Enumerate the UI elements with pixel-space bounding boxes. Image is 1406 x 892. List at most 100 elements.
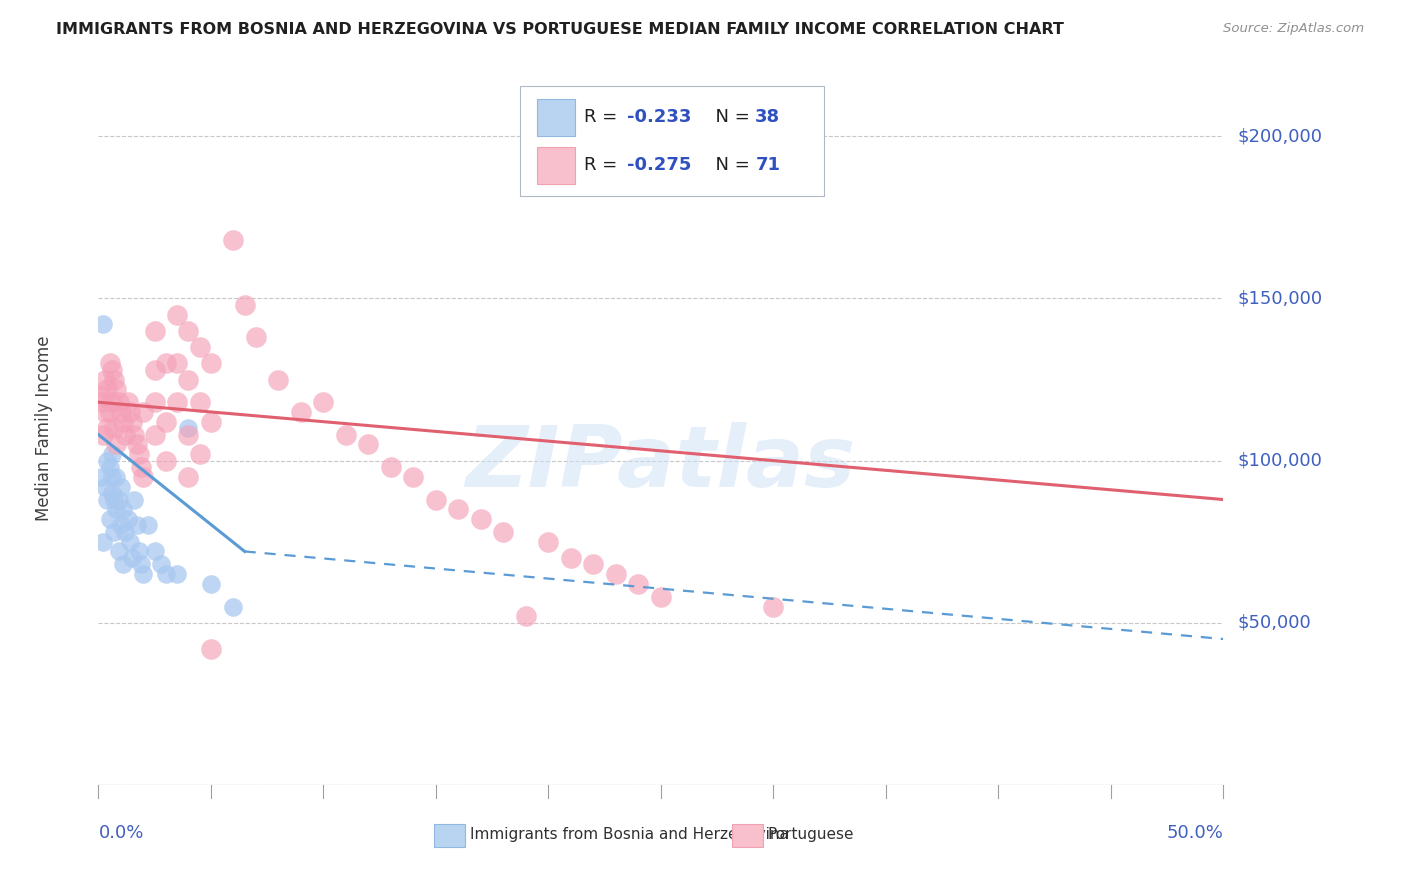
Point	[222, 599, 245, 614]
Point	[132, 405, 155, 419]
Point	[112, 415, 135, 429]
Text: Median Family Income: Median Family Income	[35, 335, 53, 521]
Text: N =: N =	[703, 108, 755, 126]
Point	[107, 544, 129, 558]
Text: $200,000: $200,000	[1237, 128, 1322, 145]
Point	[335, 427, 357, 442]
Point	[125, 437, 148, 451]
Point	[91, 395, 114, 409]
Point	[166, 395, 188, 409]
Point	[98, 356, 121, 370]
FancyBboxPatch shape	[433, 824, 465, 847]
Point	[98, 405, 121, 419]
Point	[155, 415, 177, 429]
Point	[117, 395, 139, 409]
Point	[124, 427, 146, 442]
Point	[128, 447, 150, 461]
Point	[114, 524, 136, 539]
Point	[101, 363, 124, 377]
Point	[537, 534, 560, 549]
Point	[129, 558, 152, 572]
Point	[112, 558, 135, 572]
Text: Portuguese: Portuguese	[768, 828, 855, 842]
Point	[560, 550, 582, 565]
Point	[132, 567, 155, 582]
Point	[582, 558, 605, 572]
Point	[114, 427, 136, 442]
Point	[650, 590, 672, 604]
Point	[150, 558, 173, 572]
Point	[177, 324, 200, 338]
Point	[143, 395, 166, 409]
Point	[96, 382, 118, 396]
Text: 38: 38	[755, 108, 780, 126]
Point	[124, 492, 146, 507]
Point	[96, 453, 118, 467]
Point	[110, 518, 132, 533]
Point	[605, 567, 627, 582]
Point	[96, 492, 118, 507]
Point	[105, 502, 128, 516]
Point	[177, 372, 200, 386]
Point	[515, 609, 537, 624]
Point	[188, 395, 211, 409]
Text: ZIPatlas: ZIPatlas	[465, 422, 856, 506]
Point	[290, 405, 312, 419]
Text: $50,000: $50,000	[1237, 614, 1310, 632]
Text: IMMIGRANTS FROM BOSNIA AND HERZEGOVINA VS PORTUGUESE MEDIAN FAMILY INCOME CORREL: IMMIGRANTS FROM BOSNIA AND HERZEGOVINA V…	[56, 22, 1064, 37]
Point	[118, 405, 141, 419]
FancyBboxPatch shape	[537, 99, 575, 136]
Point	[91, 318, 114, 332]
Point	[762, 599, 785, 614]
Point	[177, 427, 200, 442]
Point	[166, 308, 188, 322]
Point	[90, 470, 112, 484]
Text: 71: 71	[755, 156, 780, 174]
Point	[155, 453, 177, 467]
Point	[143, 324, 166, 338]
Text: Source: ZipAtlas.com: Source: ZipAtlas.com	[1223, 22, 1364, 36]
Point	[91, 427, 114, 442]
Point	[98, 460, 121, 475]
Point	[200, 356, 222, 370]
FancyBboxPatch shape	[537, 147, 575, 184]
Point	[98, 512, 121, 526]
Point	[188, 447, 211, 461]
Point	[110, 479, 132, 493]
Point	[200, 415, 222, 429]
Point	[128, 544, 150, 558]
FancyBboxPatch shape	[731, 824, 763, 847]
Text: -0.275: -0.275	[627, 156, 692, 174]
Point	[90, 389, 112, 403]
Point	[143, 363, 166, 377]
Point	[125, 518, 148, 533]
Point	[245, 330, 267, 344]
Point	[94, 372, 117, 386]
Point	[91, 534, 114, 549]
Point	[177, 470, 200, 484]
Text: 50.0%: 50.0%	[1167, 824, 1223, 842]
Point	[112, 502, 135, 516]
Point	[105, 470, 128, 484]
Point	[121, 415, 143, 429]
Point	[447, 502, 470, 516]
Point	[200, 641, 222, 656]
Text: $150,000: $150,000	[1237, 289, 1322, 308]
Point	[117, 512, 139, 526]
Point	[96, 421, 118, 435]
Point	[105, 382, 128, 396]
Point	[101, 447, 124, 461]
Point	[103, 372, 125, 386]
Point	[110, 405, 132, 419]
Point	[103, 524, 125, 539]
Point	[94, 405, 117, 419]
Point	[105, 437, 128, 451]
Point	[425, 492, 447, 507]
Point	[470, 512, 492, 526]
Text: -0.233: -0.233	[627, 108, 692, 126]
Point	[233, 298, 256, 312]
Point	[94, 479, 117, 493]
Point	[166, 356, 188, 370]
Point	[103, 421, 125, 435]
Point	[132, 470, 155, 484]
